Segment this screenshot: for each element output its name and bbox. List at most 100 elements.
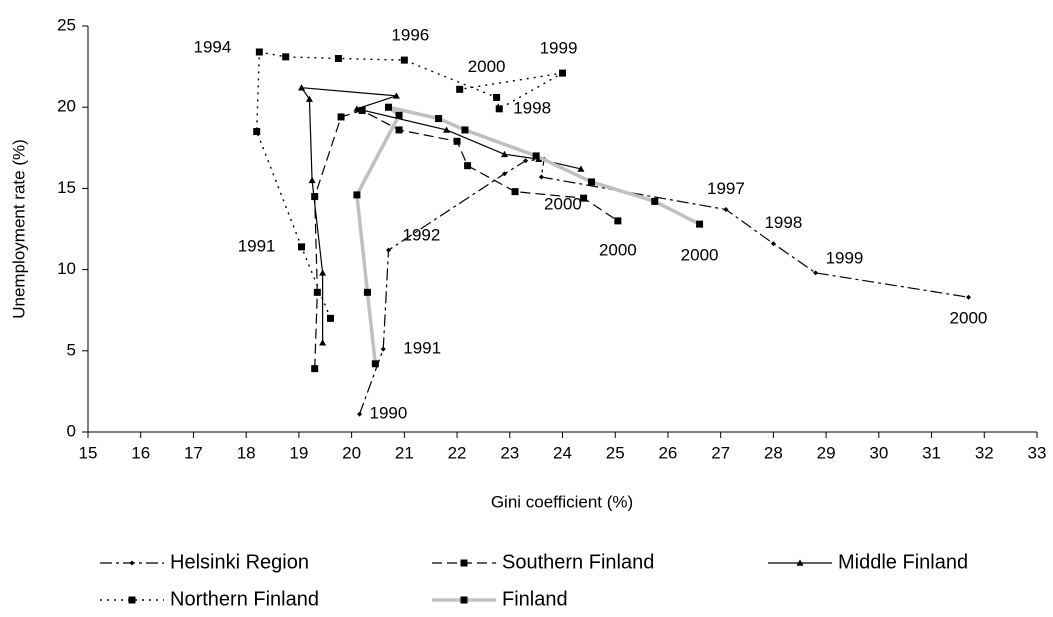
point-label: 1999 bbox=[826, 248, 864, 267]
point bbox=[313, 288, 321, 296]
point-label: 1992 bbox=[403, 226, 441, 245]
point bbox=[495, 105, 503, 113]
x-tick-label: 16 bbox=[131, 443, 150, 462]
x-tick-label: 30 bbox=[869, 443, 888, 462]
x-tick-label: 28 bbox=[764, 443, 783, 462]
x-tick-label: 19 bbox=[289, 443, 308, 462]
y-tick-label: 15 bbox=[57, 178, 76, 197]
point bbox=[392, 92, 400, 99]
point-label: 1991 bbox=[238, 236, 276, 255]
legend-label: Finland bbox=[502, 588, 568, 610]
point bbox=[587, 178, 595, 186]
point bbox=[353, 191, 361, 199]
point bbox=[400, 56, 408, 64]
point bbox=[577, 165, 585, 172]
point bbox=[337, 113, 345, 121]
x-tick-label: 33 bbox=[1028, 443, 1047, 462]
point-label: 2000 bbox=[544, 194, 582, 213]
point bbox=[723, 207, 729, 213]
x-tick-label: 32 bbox=[975, 443, 994, 462]
series-line bbox=[256, 51, 563, 319]
point bbox=[298, 84, 306, 91]
y-tick-label: 20 bbox=[57, 97, 76, 116]
point bbox=[308, 176, 316, 184]
point-label: 2000 bbox=[599, 240, 637, 259]
y-tick-label: 10 bbox=[57, 259, 76, 278]
legend-label: Middle Finland bbox=[838, 551, 968, 573]
x-tick-label: 27 bbox=[711, 443, 730, 462]
point bbox=[327, 314, 335, 322]
point bbox=[464, 162, 472, 170]
x-tick-label: 23 bbox=[500, 443, 519, 462]
point bbox=[461, 126, 469, 134]
point bbox=[255, 48, 263, 56]
x-tick-label: 21 bbox=[395, 443, 414, 462]
x-tick-label: 22 bbox=[448, 443, 467, 462]
point-label: 1990 bbox=[370, 404, 408, 423]
x-tick-label: 17 bbox=[184, 443, 203, 462]
point bbox=[363, 288, 371, 296]
point bbox=[385, 103, 393, 111]
series-line bbox=[358, 158, 969, 415]
point bbox=[395, 111, 403, 119]
point bbox=[380, 346, 386, 352]
point bbox=[357, 411, 363, 417]
point bbox=[443, 126, 451, 133]
point bbox=[371, 360, 379, 368]
legend-marker bbox=[460, 596, 468, 604]
x-tick-label: 20 bbox=[342, 443, 361, 462]
point-label: 2000 bbox=[681, 246, 719, 265]
point bbox=[538, 174, 544, 180]
point bbox=[253, 128, 261, 136]
point bbox=[511, 188, 519, 196]
x-tick-label: 29 bbox=[817, 443, 836, 462]
point bbox=[696, 220, 704, 228]
y-tick-label: 25 bbox=[57, 15, 76, 34]
x-tick-label: 25 bbox=[606, 443, 625, 462]
legend-marker bbox=[460, 559, 468, 567]
x-axis-title: Gini coefficient (%) bbox=[491, 492, 633, 511]
point-label: 1998 bbox=[513, 98, 551, 117]
y-tick-label: 0 bbox=[67, 421, 76, 440]
point bbox=[651, 197, 659, 205]
legend-label: Helsinki Region bbox=[170, 551, 309, 573]
point bbox=[813, 270, 819, 276]
point bbox=[453, 137, 461, 145]
point bbox=[319, 339, 327, 346]
y-tick-label: 5 bbox=[67, 340, 76, 359]
point bbox=[282, 53, 290, 61]
point-label: 2000 bbox=[468, 57, 506, 76]
point-label: 1999 bbox=[540, 39, 578, 58]
point bbox=[319, 269, 327, 276]
point-label: 1991 bbox=[403, 339, 441, 358]
x-tick-label: 24 bbox=[553, 443, 572, 462]
point bbox=[334, 54, 342, 62]
legend-label: Northern Finland bbox=[170, 588, 319, 610]
point bbox=[298, 243, 306, 251]
point-label: 1998 bbox=[764, 213, 802, 232]
point bbox=[311, 193, 319, 201]
legend-marker bbox=[128, 596, 136, 604]
point bbox=[580, 194, 588, 202]
point bbox=[532, 152, 540, 160]
point bbox=[614, 217, 622, 225]
point-label: 1994 bbox=[194, 37, 232, 56]
y-axis-title: Unemployment rate (%) bbox=[9, 139, 28, 319]
point bbox=[435, 115, 443, 123]
legend-marker bbox=[129, 560, 135, 566]
point bbox=[559, 69, 566, 77]
point bbox=[965, 294, 971, 300]
x-tick-label: 26 bbox=[658, 443, 677, 462]
point bbox=[395, 126, 403, 134]
point bbox=[770, 241, 776, 247]
legend-label: Southern Finland bbox=[502, 551, 654, 573]
point bbox=[501, 150, 509, 158]
point bbox=[386, 247, 392, 253]
point-label: 1997 bbox=[707, 179, 745, 198]
point bbox=[502, 171, 508, 177]
point bbox=[493, 93, 501, 101]
point-label: 2000 bbox=[950, 309, 988, 328]
point bbox=[353, 105, 361, 112]
point-label: 1996 bbox=[391, 26, 429, 45]
